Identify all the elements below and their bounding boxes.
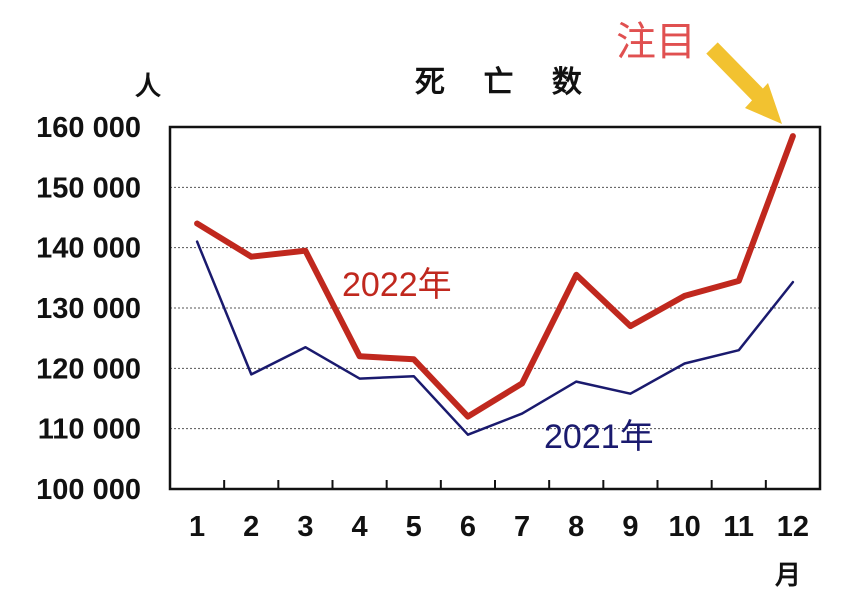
y-tick-label: 140 000: [36, 233, 141, 265]
x-tick-label: 3: [297, 511, 313, 543]
x-tick-label: 1: [189, 511, 205, 543]
series-line-2022年: [194, 133, 796, 420]
y-tick-labels: 100 000 110 000 120 000 130 000 140 000 150 0…: [36, 112, 141, 506]
plot-frame: [168, 125, 822, 491]
series-lines: [194, 133, 796, 436]
annotation-label: 注目: [616, 19, 696, 65]
x-tick-label: 6: [460, 511, 476, 543]
x-tick-label: 2: [243, 511, 259, 543]
y-tick-label: 100 000: [36, 474, 141, 506]
x-tick-label: 9: [622, 511, 638, 543]
x-tick-labels: 1 2 3 4 5 6 7 8 9 10 11 12: [189, 511, 809, 543]
y-tick-label: 120 000: [36, 353, 141, 385]
x-tick-label: 8: [568, 511, 584, 543]
x-tick-label: 5: [406, 511, 422, 543]
series-line-2021年: [195, 240, 795, 436]
x-tick-label: 11: [723, 511, 754, 543]
chart-title: 死 亡 数: [415, 65, 596, 100]
series-label-2021: 2021年: [544, 418, 654, 456]
y-tick-label: 110 000: [38, 414, 141, 446]
annotation-arrow-icon: [706, 42, 782, 124]
y-tick-label: 130 000: [36, 293, 141, 325]
series-label-2022: 2022年: [342, 266, 452, 304]
x-tick-label: 7: [514, 511, 530, 543]
y-tick-label: 150 000: [36, 172, 141, 204]
y-tick-label: 160 000: [36, 112, 141, 144]
x-axis-unit: 月: [774, 561, 801, 591]
grid-lines: [170, 186, 820, 430]
x-tick-label: 12: [777, 511, 809, 543]
x-tick-label: 4: [352, 511, 368, 543]
y-axis-unit: 人: [135, 72, 161, 102]
x-tick-marks: [223, 480, 767, 489]
x-tick-label: 10: [668, 511, 700, 543]
